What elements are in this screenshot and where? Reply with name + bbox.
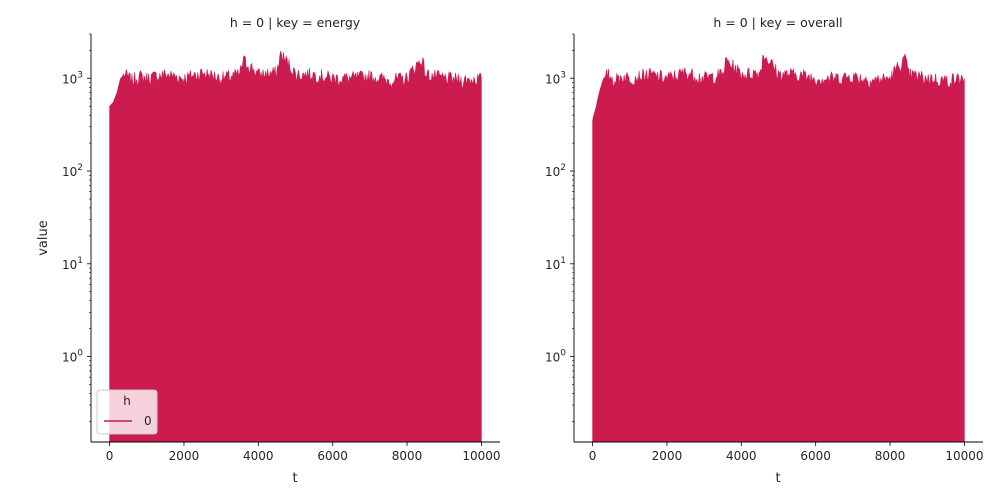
- tick-layer: 0 2000 4000 6000 8000 10000 100 101 102 103: [62, 33, 501, 463]
- x-tick-label: 10000: [462, 449, 500, 463]
- y-tick-label: 103: [545, 70, 566, 86]
- y-tick-label: 101: [545, 256, 566, 272]
- y-tick-label: 101: [62, 256, 83, 272]
- legend-title: h: [123, 394, 131, 408]
- x-tick-label: 2000: [652, 449, 683, 463]
- legend: h 0: [96, 389, 158, 435]
- legend-frame: [96, 389, 158, 435]
- legend-entry-label: 0: [144, 414, 152, 428]
- x-axis-label: t: [292, 471, 297, 486]
- x-tick-label: 10000: [945, 449, 983, 463]
- panel-energy: h = 0 | key = energy 0 2000 4000 6000 8000 10…: [36, 15, 501, 486]
- y-tick-label: 103: [62, 70, 83, 86]
- x-tick-label: 2000: [169, 449, 200, 463]
- y-tick-label: 102: [545, 163, 566, 179]
- tick-layer: 0 2000 4000 6000 8000 10000 100 101 102 103: [545, 33, 984, 463]
- panel-overall: h = 0 | key = overall 0 2000 4000 6000 8000 1…: [545, 15, 984, 486]
- area-series-layer: [109, 50, 482, 443]
- y-tick-label: 100: [545, 349, 566, 365]
- y-axis-label: value: [36, 220, 51, 256]
- x-tick-label: 4000: [243, 449, 274, 463]
- y-tick-label: 102: [62, 163, 83, 179]
- x-axis-label: t: [775, 471, 780, 486]
- area-series-layer: [592, 53, 965, 443]
- x-tick-label: 4000: [726, 449, 757, 463]
- area-series-0: [592, 53, 965, 443]
- panel-title: h = 0 | key = overall: [713, 15, 842, 30]
- x-tick-label: 6000: [800, 449, 831, 463]
- x-tick-label: 0: [589, 449, 597, 463]
- x-tick-label: 8000: [875, 449, 906, 463]
- x-tick-label: 8000: [392, 449, 423, 463]
- y-tick-label: 100: [62, 349, 83, 365]
- area-series-0: [109, 50, 482, 443]
- panel-title: h = 0 | key = energy: [230, 15, 361, 30]
- x-tick-label: 6000: [317, 449, 348, 463]
- x-tick-label: 0: [106, 449, 114, 463]
